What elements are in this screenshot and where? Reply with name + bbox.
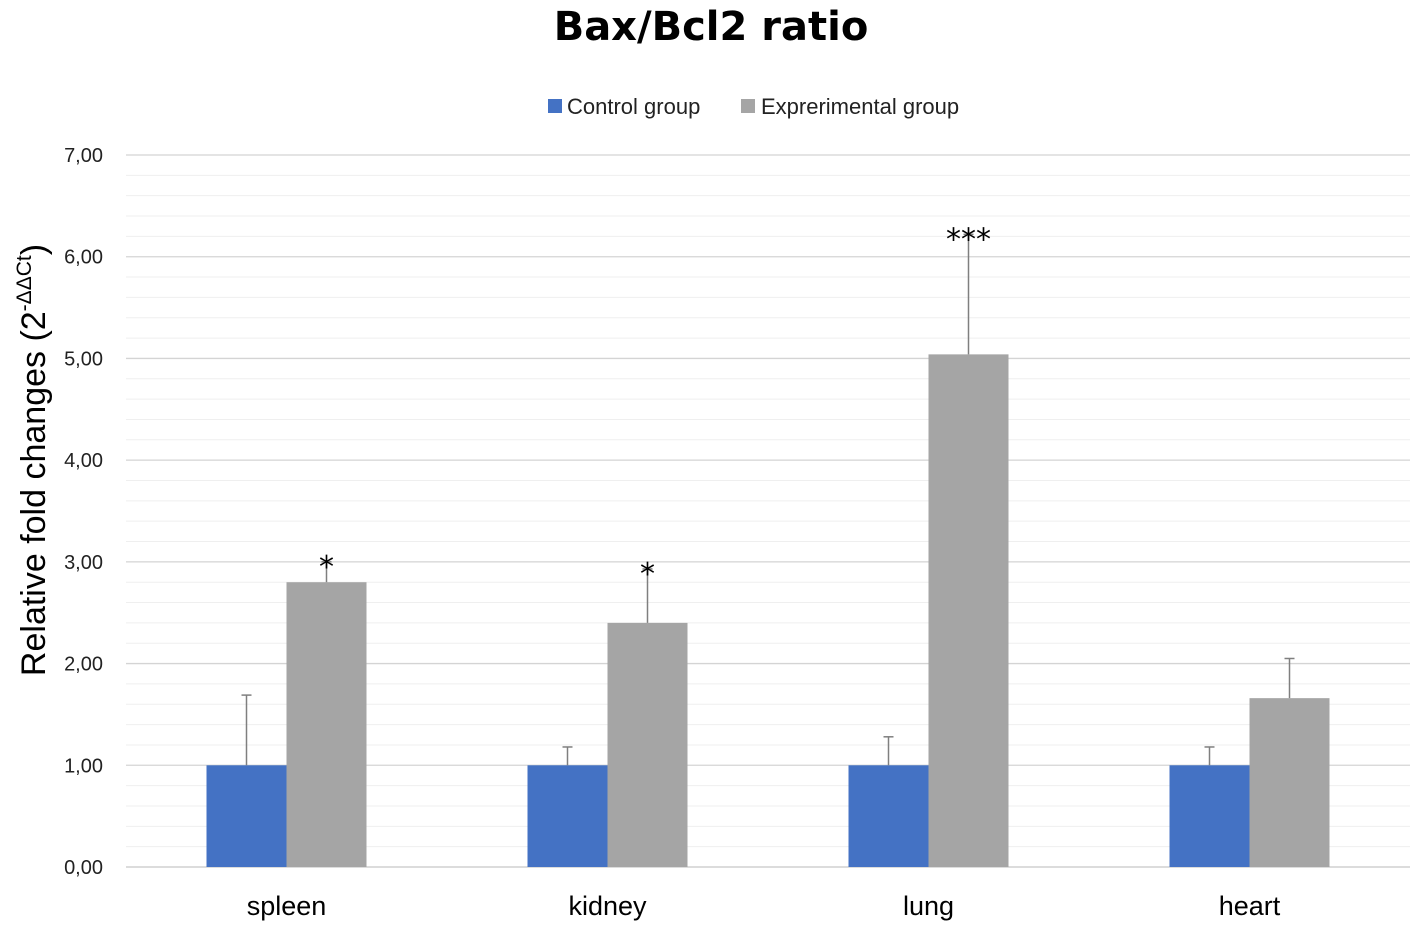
y-axis-ticks: 0,00 1,00 2,00 3,00 4,00 5,00 6,00 7,00 [64, 145, 103, 879]
y-axis-label: Relative fold changes (2-ΔΔCt) [13, 244, 53, 676]
y-axis-label-base: Relative fold changes (2 [15, 311, 53, 676]
x-tick-label-lung: lung [903, 891, 954, 921]
bar-control-lung [848, 765, 929, 867]
bar-experimental-kidney [607, 622, 688, 867]
x-tick-label-spleen: spleen [247, 891, 327, 921]
x-tick-label-heart: heart [1219, 891, 1281, 921]
x-axis-ticks: spleen kidney lung heart [247, 891, 1281, 921]
legend-label-experimental: Exprerimental group [761, 94, 959, 119]
bar-experimental-spleen [286, 582, 367, 867]
y-tick-label: 6,00 [64, 247, 103, 269]
significance-mark-kidney: * [640, 557, 655, 592]
significance-mark-lung: *** [946, 222, 991, 257]
y-tick-label: 4,00 [64, 450, 103, 472]
bar-control-spleen [206, 765, 287, 867]
x-tick-label-kidney: kidney [568, 891, 647, 921]
y-tick-label: 0,00 [64, 857, 103, 879]
y-axis-label-superscript: -ΔΔCt [13, 255, 36, 311]
y-tick-label: 2,00 [64, 654, 103, 676]
chart-title: Bax/Bcl2 ratio [554, 4, 869, 50]
legend-swatch-control [548, 99, 562, 113]
y-tick-label: 3,00 [64, 552, 103, 574]
error-bars [241, 233, 1295, 766]
legend-swatch-experimental [741, 99, 755, 113]
bars [206, 354, 1330, 867]
bar-control-heart [1169, 765, 1250, 867]
y-tick-label: 1,00 [64, 755, 103, 777]
bar-experimental-heart [1249, 698, 1330, 867]
y-tick-label: 5,00 [64, 348, 103, 370]
bar-control-kidney [527, 765, 608, 867]
legend: Control group Exprerimental group [548, 94, 959, 119]
y-axis-label-close: ) [15, 244, 53, 255]
significance-marks: * **** [319, 222, 991, 592]
significance-mark-spleen: * [319, 550, 334, 585]
y-tick-label: 7,00 [64, 145, 103, 167]
bar-experimental-lung [928, 354, 1009, 867]
legend-label-control: Control group [567, 94, 700, 119]
